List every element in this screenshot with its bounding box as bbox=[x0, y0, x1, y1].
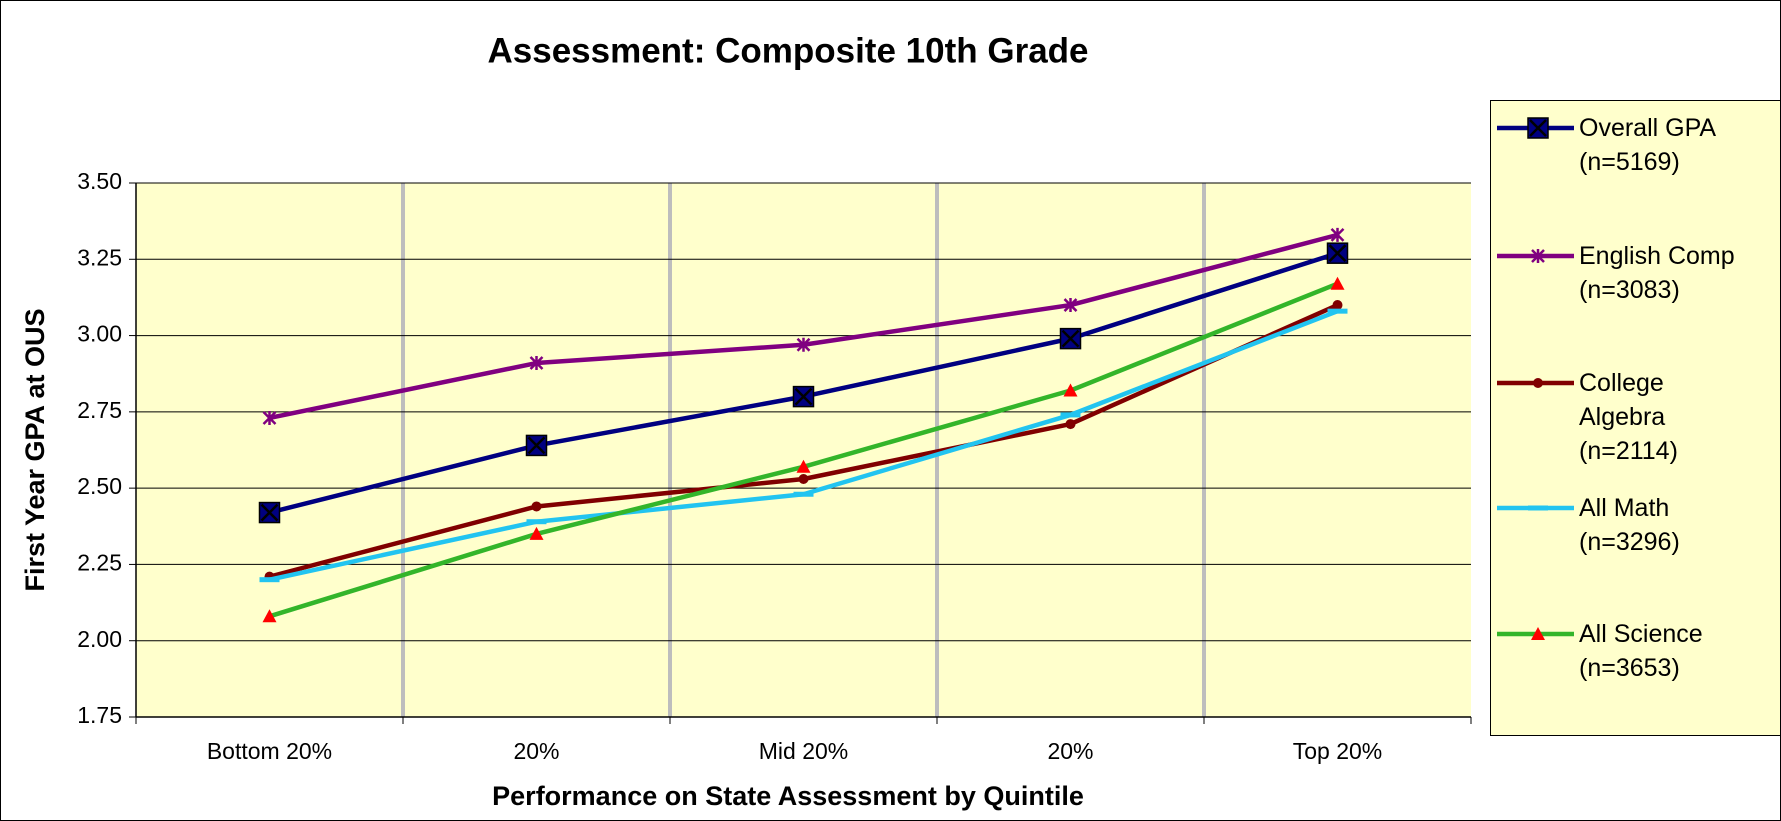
marker-circle bbox=[531, 501, 542, 512]
marker-dash bbox=[793, 491, 814, 497]
marker bbox=[1531, 627, 1545, 640]
marker-dash bbox=[1060, 412, 1081, 418]
marker bbox=[526, 519, 547, 525]
x-tick-label: Mid 20% bbox=[759, 738, 848, 764]
marker bbox=[1330, 227, 1345, 242]
legend-label: All Science (n=3653) bbox=[1579, 620, 1703, 682]
marker-x bbox=[1529, 119, 1547, 137]
marker-asterisk bbox=[796, 337, 811, 352]
marker bbox=[262, 609, 277, 623]
legend-label: All Math (n=3296) bbox=[1579, 494, 1680, 556]
marker-dash bbox=[1327, 308, 1348, 314]
marker-triangle bbox=[262, 609, 277, 623]
marker bbox=[1531, 249, 1545, 263]
marker-dash bbox=[1528, 505, 1548, 511]
marker-circle bbox=[1065, 419, 1076, 430]
y-tick-label: 2.00 bbox=[77, 626, 122, 652]
legend-label: Overall GPA (n=5169) bbox=[1579, 114, 1717, 176]
marker bbox=[259, 577, 280, 583]
marker bbox=[531, 501, 542, 512]
x-tick-label: Bottom 20% bbox=[207, 738, 332, 764]
y-axis-label: First Year GPA at OUS bbox=[20, 308, 50, 591]
plot-area bbox=[136, 183, 1471, 717]
marker bbox=[796, 459, 811, 473]
y-tick-label: 3.25 bbox=[77, 244, 122, 270]
marker bbox=[1065, 419, 1076, 430]
marker bbox=[1063, 298, 1078, 313]
y-tick-label: 3.00 bbox=[77, 321, 122, 347]
marker bbox=[529, 356, 544, 371]
marker bbox=[1060, 412, 1081, 418]
chart-title: Assessment: Composite 10th Grade bbox=[487, 31, 1088, 70]
y-tick-label: 3.50 bbox=[77, 168, 122, 194]
marker bbox=[1533, 378, 1543, 388]
x-tick-label: Top 20% bbox=[1293, 738, 1383, 764]
y-tick-label: 1.75 bbox=[77, 702, 122, 728]
x-tick-label: 20% bbox=[1047, 738, 1093, 764]
marker bbox=[798, 473, 809, 484]
marker bbox=[1063, 383, 1078, 397]
y-tick-label: 2.50 bbox=[77, 473, 122, 499]
marker bbox=[793, 491, 814, 497]
marker-triangle bbox=[1063, 383, 1078, 397]
marker-x bbox=[1061, 329, 1080, 348]
marker-dash bbox=[526, 519, 547, 525]
marker-circle bbox=[1332, 300, 1343, 311]
marker-asterisk bbox=[1063, 298, 1078, 313]
x-axis-label: Performance on State Assessment by Quint… bbox=[492, 781, 1084, 811]
marker bbox=[1527, 117, 1549, 139]
marker-dash bbox=[259, 577, 280, 583]
marker bbox=[262, 410, 277, 425]
marker bbox=[525, 434, 548, 457]
marker-triangle bbox=[529, 526, 544, 540]
marker bbox=[792, 385, 815, 408]
marker-circle bbox=[1533, 378, 1543, 388]
marker bbox=[1332, 300, 1343, 311]
marker-circle bbox=[798, 473, 809, 484]
marker-asterisk bbox=[1531, 249, 1545, 263]
marker-triangle bbox=[1330, 276, 1345, 290]
marker-x bbox=[794, 387, 813, 406]
marker-asterisk bbox=[1330, 227, 1345, 242]
marker-triangle bbox=[796, 459, 811, 473]
marker-asterisk bbox=[262, 410, 277, 425]
marker bbox=[796, 337, 811, 352]
marker bbox=[1326, 242, 1349, 264]
marker bbox=[258, 501, 281, 524]
y-tick-label: 2.25 bbox=[77, 550, 122, 576]
marker bbox=[529, 526, 544, 540]
legend-label: College Algebra (n=2114) bbox=[1579, 369, 1678, 465]
x-tick-label: 20% bbox=[513, 738, 559, 764]
marker-asterisk bbox=[529, 356, 544, 371]
marker-x bbox=[260, 503, 279, 522]
marker bbox=[1528, 505, 1548, 511]
marker bbox=[1330, 276, 1345, 290]
marker-x bbox=[1328, 244, 1347, 263]
marker bbox=[1327, 308, 1348, 314]
y-tick-label: 2.75 bbox=[77, 397, 122, 423]
marker-triangle bbox=[1531, 627, 1545, 640]
legend-label: English Comp (n=3083) bbox=[1579, 242, 1735, 304]
marker-x bbox=[527, 436, 546, 455]
marker bbox=[1059, 327, 1082, 350]
